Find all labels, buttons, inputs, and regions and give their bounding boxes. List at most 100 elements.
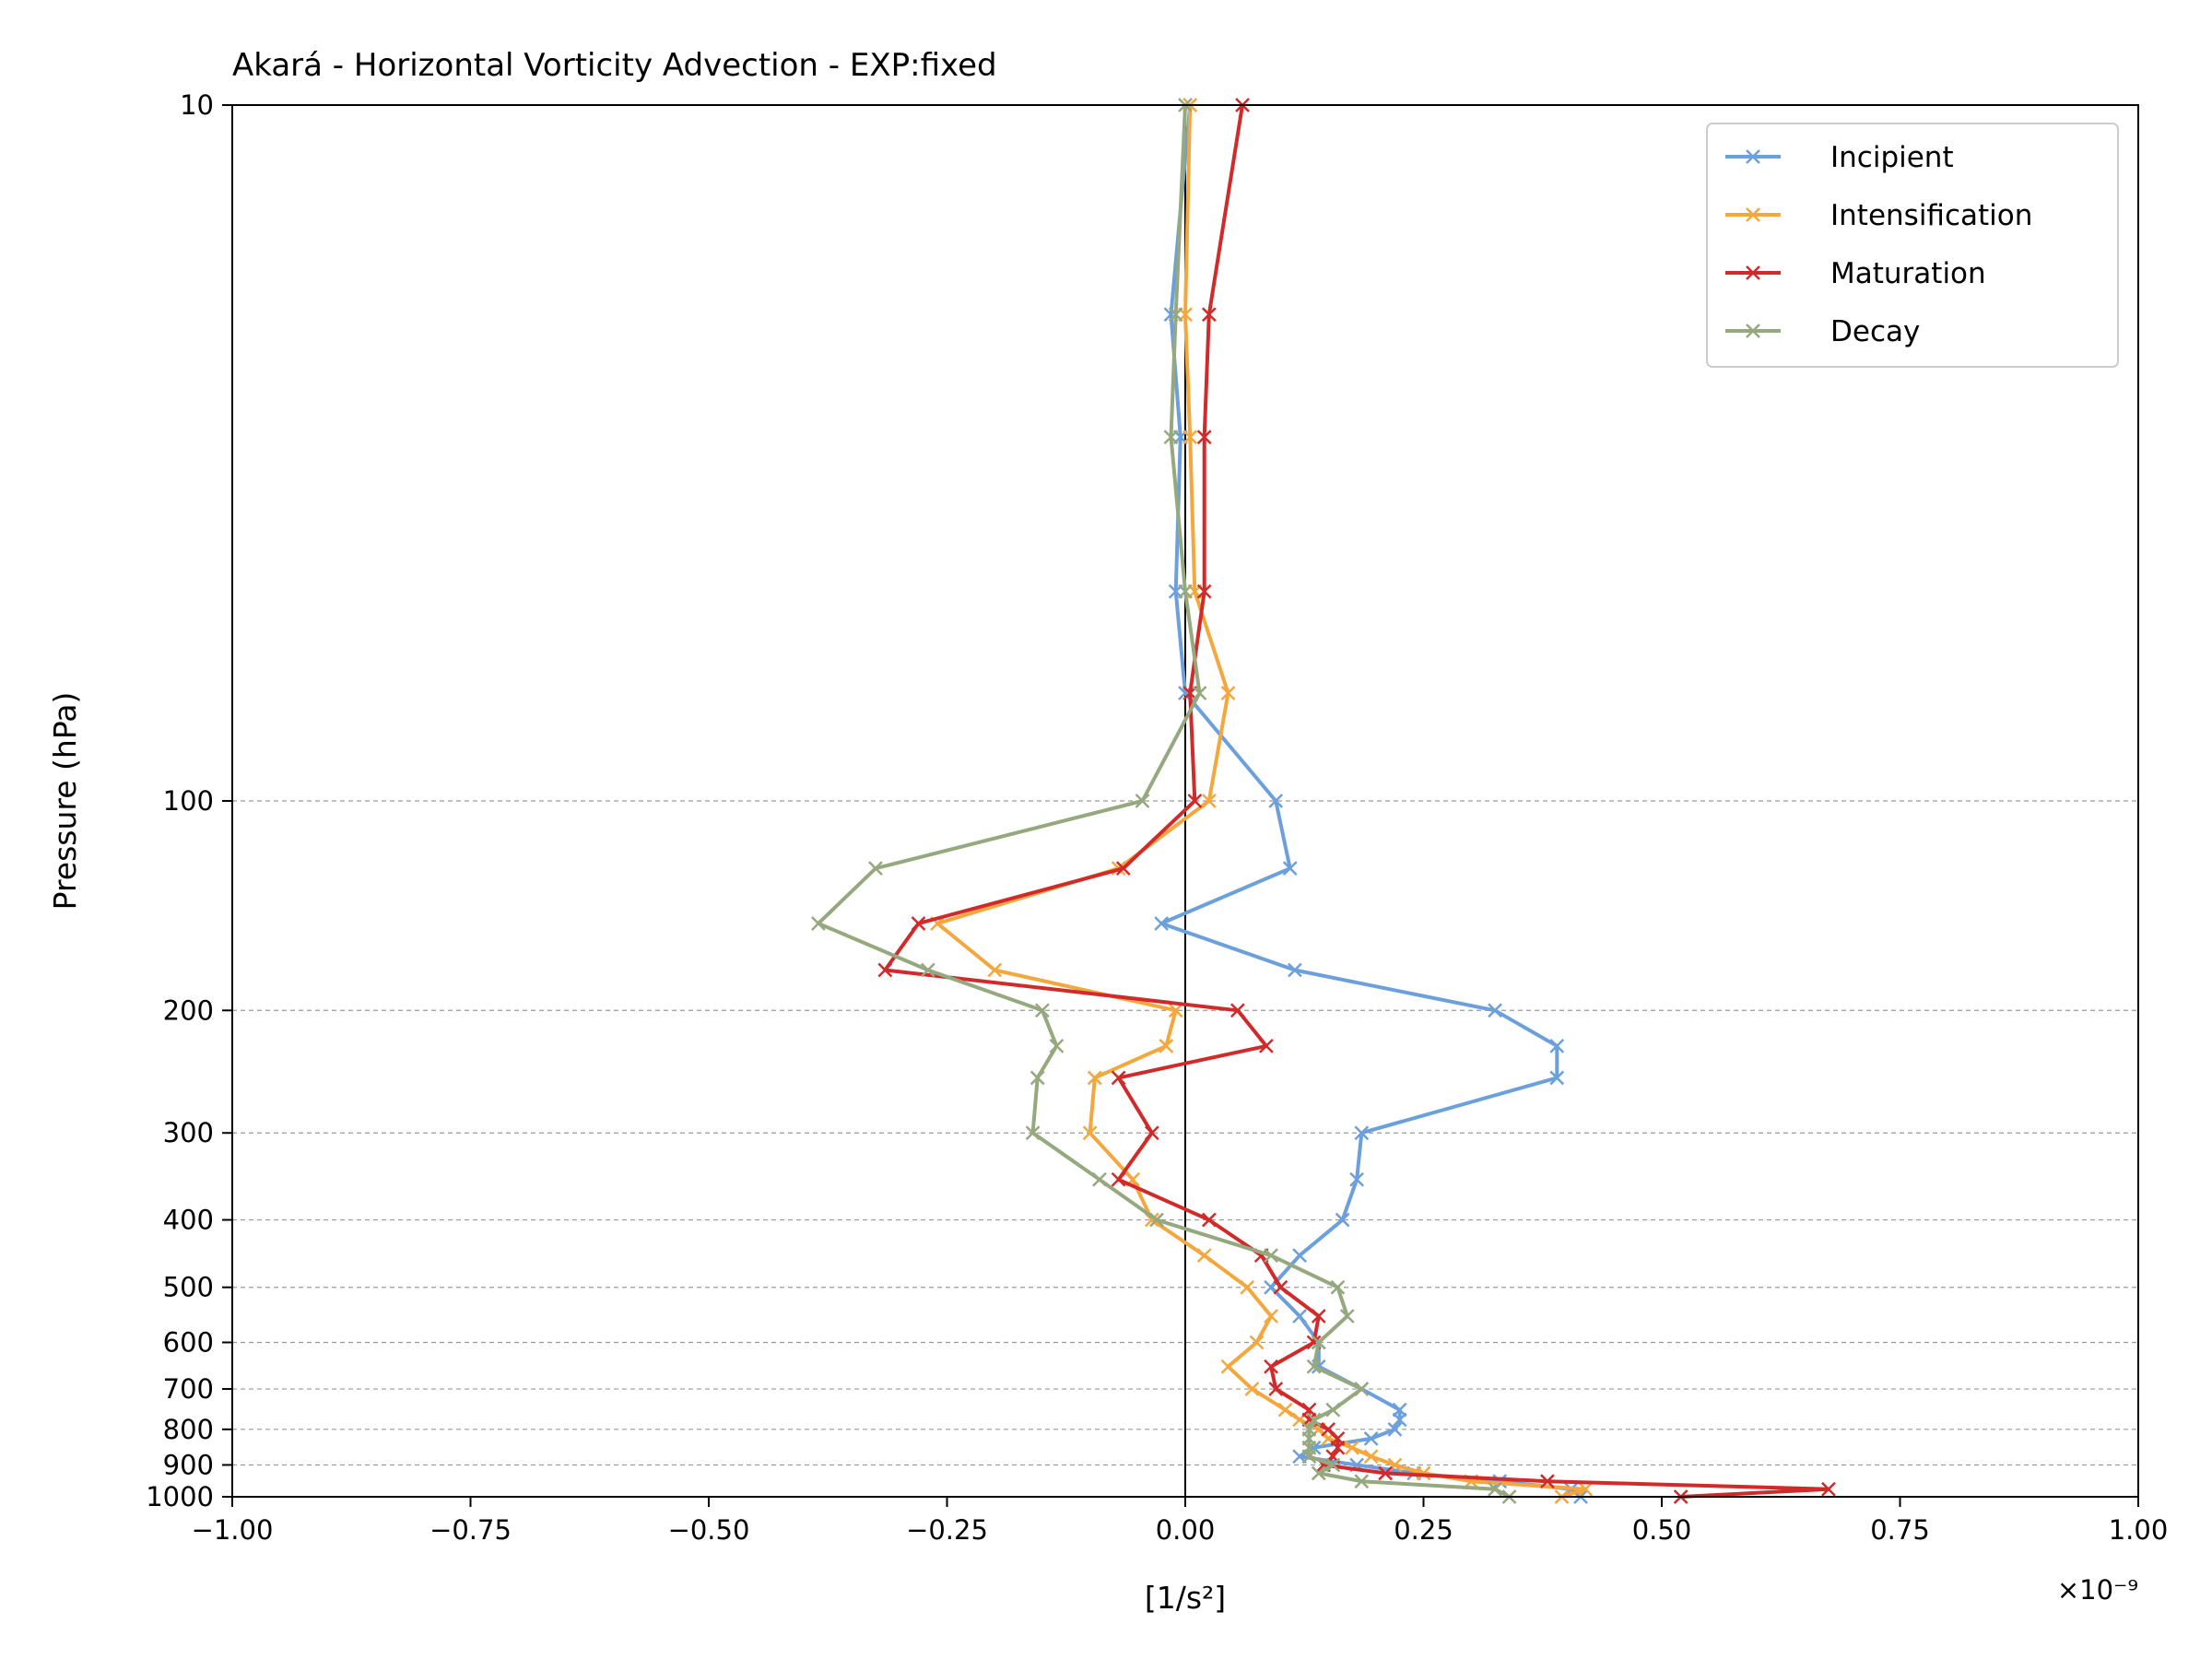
y-tick-label: 1000 (146, 1481, 214, 1512)
data-point-intensification (1201, 794, 1217, 808)
data-point-decay (1149, 1212, 1164, 1228)
x-axis-label: [1/s²] (1145, 1580, 1226, 1616)
data-point-intensification (1182, 429, 1198, 445)
legend: Incipient Intensification Maturation Decay (1706, 123, 2119, 368)
legend-marker (1746, 265, 1760, 280)
data-point-intensification (1220, 686, 1236, 700)
data-point-decay (1311, 1465, 1326, 1481)
legend-item-incipient: Incipient (1725, 141, 1954, 174)
legend-item-decay: Decay (1725, 315, 1920, 348)
data-point-decay (1035, 1003, 1050, 1018)
data-point-intensification (1264, 1309, 1278, 1324)
data-point-maturation (1321, 1421, 1335, 1437)
data-point-intensification (1220, 1359, 1236, 1374)
y-tick-label: 300 (163, 1117, 214, 1148)
x-tick-label: −1.00 (192, 1514, 274, 1546)
data-point-decay (1306, 1412, 1322, 1428)
y-tick-label: 900 (163, 1449, 214, 1480)
data-point-maturation (1268, 1382, 1284, 1396)
y-tick-label: 800 (163, 1414, 214, 1445)
data-point-decay (811, 916, 826, 931)
data-point-decay (1264, 1248, 1278, 1264)
data-point-decay (1192, 686, 1207, 700)
data-point-incipient (1154, 916, 1170, 931)
data-point-intensification (987, 962, 1003, 978)
x-tick-label: −0.50 (668, 1514, 750, 1546)
data-point-intensification (1240, 1279, 1255, 1295)
data-point-decay (1092, 1171, 1107, 1187)
legend-item-maturation: Maturation (1725, 257, 1986, 290)
x-tick-label: 0.00 (1156, 1514, 1216, 1546)
data-point-intensification (1159, 1039, 1174, 1053)
data-point-intensification (1277, 1402, 1293, 1418)
data-point-incipient (1549, 1039, 1565, 1053)
data-point-incipient (1282, 861, 1298, 877)
y-tick-label: 100 (163, 785, 214, 817)
data-point-decay (1325, 1457, 1341, 1473)
data-point-intensification (1196, 1248, 1212, 1264)
x-tick-label: −0.25 (906, 1514, 988, 1546)
y-tick-label: 500 (163, 1272, 214, 1303)
data-point-incipient (1349, 1171, 1365, 1187)
y-tick-label: 400 (163, 1205, 214, 1236)
data-point-decay (1025, 1125, 1041, 1141)
data-point-incipient (1335, 1212, 1350, 1228)
series-line-intensification (935, 104, 1588, 1499)
data-point-decay (1049, 1039, 1065, 1053)
data-point-intensification (1087, 1070, 1102, 1086)
data-point-intensification (1168, 1003, 1183, 1018)
data-point-maturation (1230, 1003, 1245, 1018)
data-point-incipient (1288, 962, 1302, 978)
data-point-maturation (877, 962, 893, 978)
x-tick-label: 1.00 (2109, 1514, 2169, 1546)
data-point-incipient (1292, 1309, 1307, 1324)
data-point-decay (1030, 1070, 1045, 1086)
data-point-incipient (1268, 794, 1284, 808)
data-point-intensification (1363, 1449, 1379, 1465)
legend-box (1706, 123, 2119, 368)
data-point-incipient (1549, 1070, 1565, 1086)
series-lines (811, 98, 1836, 1504)
y-axis-label: Pressure (hPa) (47, 692, 83, 911)
y-tick-label: 700 (163, 1373, 214, 1405)
data-point-maturation (1111, 1171, 1126, 1187)
data-point-incipient (1363, 1431, 1379, 1446)
x-tick-label: 0.25 (1394, 1514, 1453, 1546)
data-point-incipient (1488, 1003, 1502, 1018)
data-point-decay (1339, 1309, 1355, 1324)
data-point-decay (1330, 1279, 1346, 1295)
data-point-maturation (1259, 1039, 1274, 1053)
data-point-decay (920, 962, 935, 978)
data-point-intensification (1249, 1335, 1265, 1350)
data-point-incipient (1392, 1402, 1407, 1418)
data-point-intensification (1345, 1440, 1359, 1455)
data-point-maturation (1273, 1279, 1288, 1295)
data-point-decay (1325, 1402, 1341, 1418)
data-point-incipient (1354, 1125, 1370, 1141)
data-point-decay (1135, 794, 1150, 808)
chart-title: Akará - Horizontal Vorticity Advection -… (232, 47, 997, 84)
data-point-decay (1306, 1359, 1322, 1374)
data-point-maturation (1201, 1212, 1217, 1228)
data-point-maturation (1821, 1481, 1836, 1497)
series-maturation (877, 98, 1836, 1504)
series-decay (811, 98, 1517, 1504)
data-point-decay (1354, 1382, 1370, 1396)
legend-label: Intensification (1830, 199, 2032, 232)
legend-marker (1746, 324, 1760, 338)
x-axis-offset-label: ×10⁻⁹ (2057, 1574, 2138, 1606)
data-point-incipient (1292, 1248, 1307, 1264)
legend-entries: Incipient Intensification Maturation Decay (1725, 141, 2032, 348)
data-point-decay (1178, 583, 1193, 599)
legend-label: Incipient (1830, 141, 1954, 174)
grid-lines (232, 800, 2138, 1466)
data-point-maturation (1196, 429, 1212, 445)
data-point-incipient (1387, 1421, 1403, 1437)
data-point-decay (1311, 1335, 1326, 1350)
x-tick-label: 0.50 (1632, 1514, 1692, 1546)
data-point-maturation (1264, 1359, 1278, 1374)
x-tick-label: 0.75 (1870, 1514, 1930, 1546)
series-intensification (930, 98, 1594, 1504)
legend-marker (1746, 207, 1760, 222)
